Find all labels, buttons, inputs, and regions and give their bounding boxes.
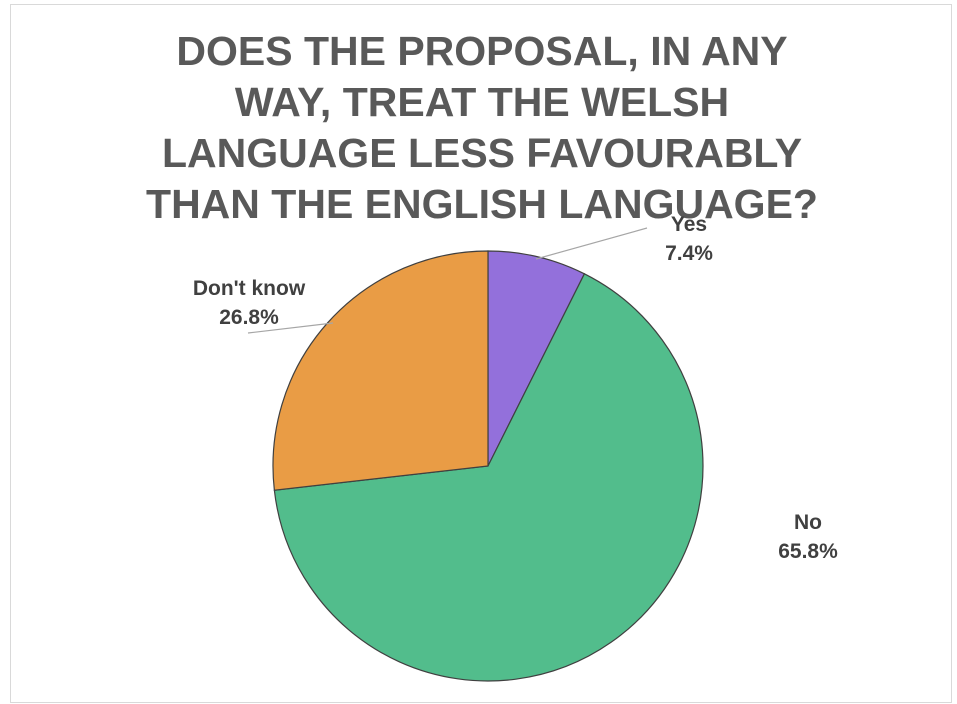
chart-title-line-4: THAN THE ENGLISH LANGUAGE? <box>146 181 818 227</box>
pie-slice-yes <box>487 250 586 467</box>
slice-value-yes: 7.4% <box>665 242 713 265</box>
pie-slice-no <box>273 273 704 682</box>
data-labels: Yes 7.4% No 65.8% Don't know 26.8% <box>193 213 838 563</box>
slice-value-no: 65.8% <box>778 540 838 563</box>
pie-slice-don-t-know <box>272 250 489 491</box>
leader-line-don-t-know <box>247 322 334 334</box>
chart-title-line-2: WAY, TREAT THE WELSH <box>235 79 729 125</box>
slice-value-don-t-know: 26.8% <box>219 306 279 329</box>
leader-line-yes <box>535 227 648 260</box>
leader-lines <box>247 227 648 334</box>
chart-area: DOES THE PROPOSAL, IN ANY WAY, TREAT THE… <box>10 4 952 703</box>
chart-title-line-1: DOES THE PROPOSAL, IN ANY <box>176 28 787 74</box>
pie-chart: DOES THE PROPOSAL, IN ANY WAY, TREAT THE… <box>146 28 838 682</box>
slice-label-yes: Yes <box>671 213 707 236</box>
slice-label-no: No <box>794 511 822 534</box>
slice-label-don-t-know: Don't know <box>193 277 306 300</box>
pie-slices <box>272 250 704 682</box>
chart-title-line-3: LANGUAGE LESS FAVOURABLY <box>162 130 802 176</box>
